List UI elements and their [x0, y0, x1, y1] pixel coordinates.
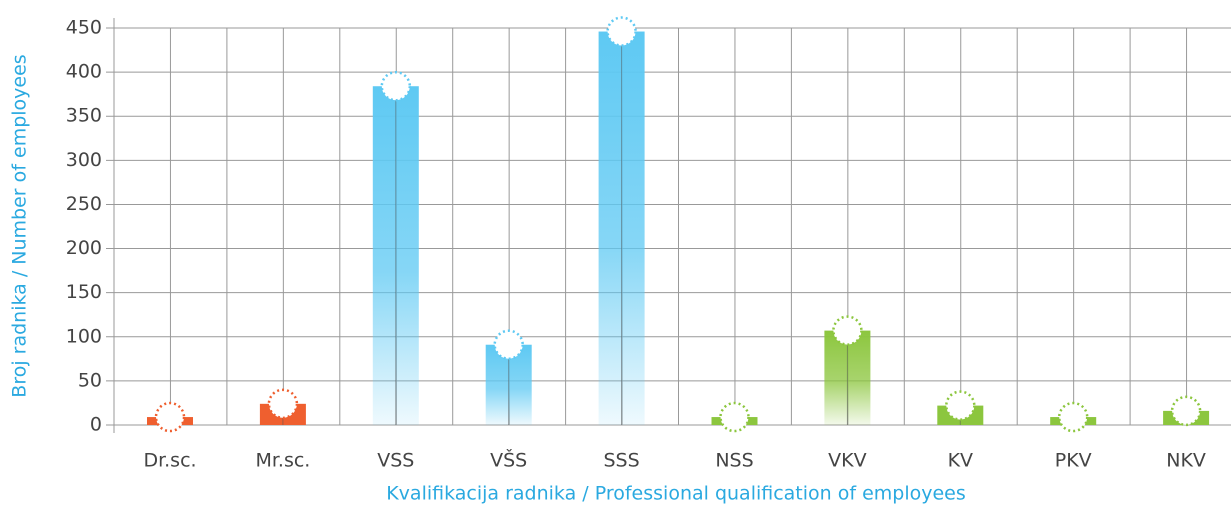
- y-tick-label: 150: [66, 281, 102, 303]
- x-tick-label: PKV: [1055, 450, 1092, 472]
- x-tick-label: NKV: [1166, 450, 1206, 472]
- y-tick-label: 200: [66, 237, 102, 259]
- bar-marker: [154, 401, 186, 433]
- y-tick-label: 400: [66, 61, 102, 83]
- x-tick-label: Mr.sc.: [255, 450, 310, 472]
- y-tick-label: 350: [66, 105, 102, 127]
- y-tick-label: 300: [66, 149, 102, 171]
- bar-marker: [1170, 395, 1202, 427]
- bar-marker: [606, 16, 637, 47]
- y-tick-label: 250: [66, 193, 102, 215]
- x-tick-label: Dr.sc.: [143, 450, 196, 472]
- x-tick-label: KV: [948, 450, 973, 472]
- y-tick-label: 100: [66, 325, 102, 347]
- x-tick-label: VŠS: [490, 448, 527, 472]
- x-tick-label: SSS: [604, 450, 640, 472]
- bar-marker: [380, 70, 412, 102]
- bar-marker: [493, 329, 524, 360]
- bar-marker: [267, 388, 299, 420]
- bar-marker: [1057, 401, 1089, 433]
- x-tick-label: VKV: [828, 450, 866, 472]
- y-axis-title: Broj radnika / Number of employees: [9, 54, 31, 397]
- y-tick-label: 50: [78, 369, 102, 391]
- bar-marker: [719, 401, 750, 433]
- x-tick-label: VSS: [377, 450, 414, 472]
- x-tick-label: NSS: [715, 450, 753, 472]
- x-axis-title: Kvalifikacija radnika / Professional qua…: [386, 483, 966, 505]
- bar-marker: [832, 315, 863, 346]
- y-tick-label: 450: [66, 17, 102, 39]
- y-tick-label: 0: [90, 414, 102, 436]
- bar-marker: [945, 390, 976, 421]
